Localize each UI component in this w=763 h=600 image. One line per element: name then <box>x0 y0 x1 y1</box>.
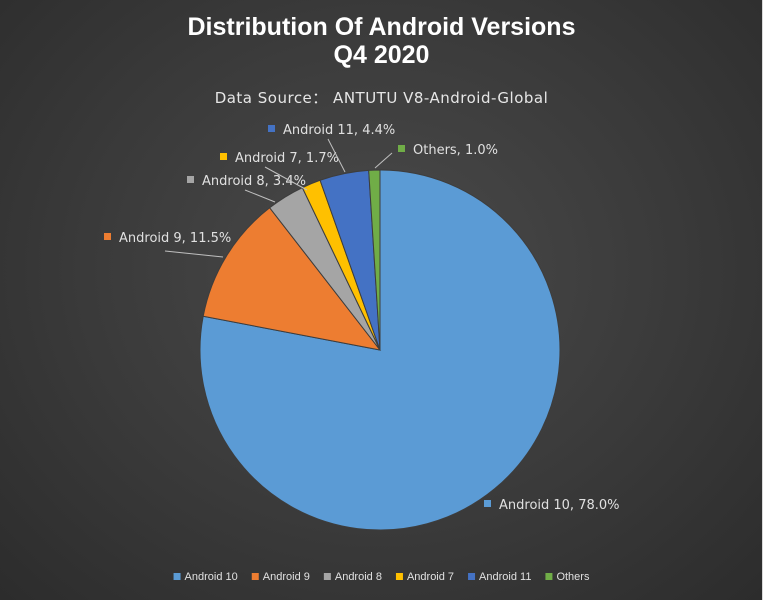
pie-slices <box>199 169 561 531</box>
data-labels: Android 10, 78.0% Android 9, 11.5% Android… <box>104 123 620 513</box>
data-label-marker-android-7 <box>220 153 227 160</box>
chart-subtitle: Data Source： ANTUTU V8-Android-Global <box>214 89 549 107</box>
data-label-marker-android-9 <box>104 233 111 240</box>
legend-swatch-android-10 <box>173 573 181 580</box>
legend-swatch-others <box>545 573 553 580</box>
pie-slice-others <box>368 169 381 351</box>
leader-line-android-7 <box>264 166 308 191</box>
data-label-others: Others, 1.0% <box>413 143 498 158</box>
leader-line-others <box>374 152 393 169</box>
leader-line-android-8 <box>244 189 276 203</box>
data-label-android-9: Android 9, 11.5% <box>119 231 231 246</box>
legend-swatch-android-8 <box>323 573 331 580</box>
data-label-marker-android-11 <box>268 125 275 132</box>
legend-item-android-11: Android 11 <box>479 571 531 583</box>
legend-item-android-8: Android 8 <box>335 571 382 583</box>
legend-swatch-android-11 <box>468 573 476 580</box>
data-label-marker-android-10 <box>484 500 491 507</box>
data-label-android-11: Android 11, 4.4% <box>283 123 395 138</box>
data-label-android-7: Android 7, 1.7% <box>235 151 339 166</box>
legend-item-android-7: Android 7 <box>407 571 454 583</box>
pie-slice-android-9 <box>202 207 382 351</box>
legend-item-others: Others <box>556 571 590 583</box>
legend-item-android-10: Android 10 <box>185 571 238 583</box>
data-label-android-8: Android 8, 3.4% <box>202 174 306 189</box>
data-label-marker-others <box>398 145 405 152</box>
legend-item-android-9: Android 9 <box>263 571 310 583</box>
data-label-android-10: Android 10, 78.0% <box>499 498 620 513</box>
data-label-marker-android-8 <box>187 176 194 183</box>
legend: Android 10 Android 9 Android 8 Android 7 And… <box>173 571 590 583</box>
leader-line-android-11 <box>327 138 346 173</box>
pie-slice-android-10 <box>199 169 561 531</box>
chart-title-line2: Q4 2020 <box>333 41 430 69</box>
legend-swatch-android-9 <box>251 573 259 580</box>
leader-line-android-9 <box>164 250 224 258</box>
chart-title-line1: Distribution Of Android Versions <box>187 13 576 41</box>
legend-swatch-android-7 <box>395 573 403 580</box>
